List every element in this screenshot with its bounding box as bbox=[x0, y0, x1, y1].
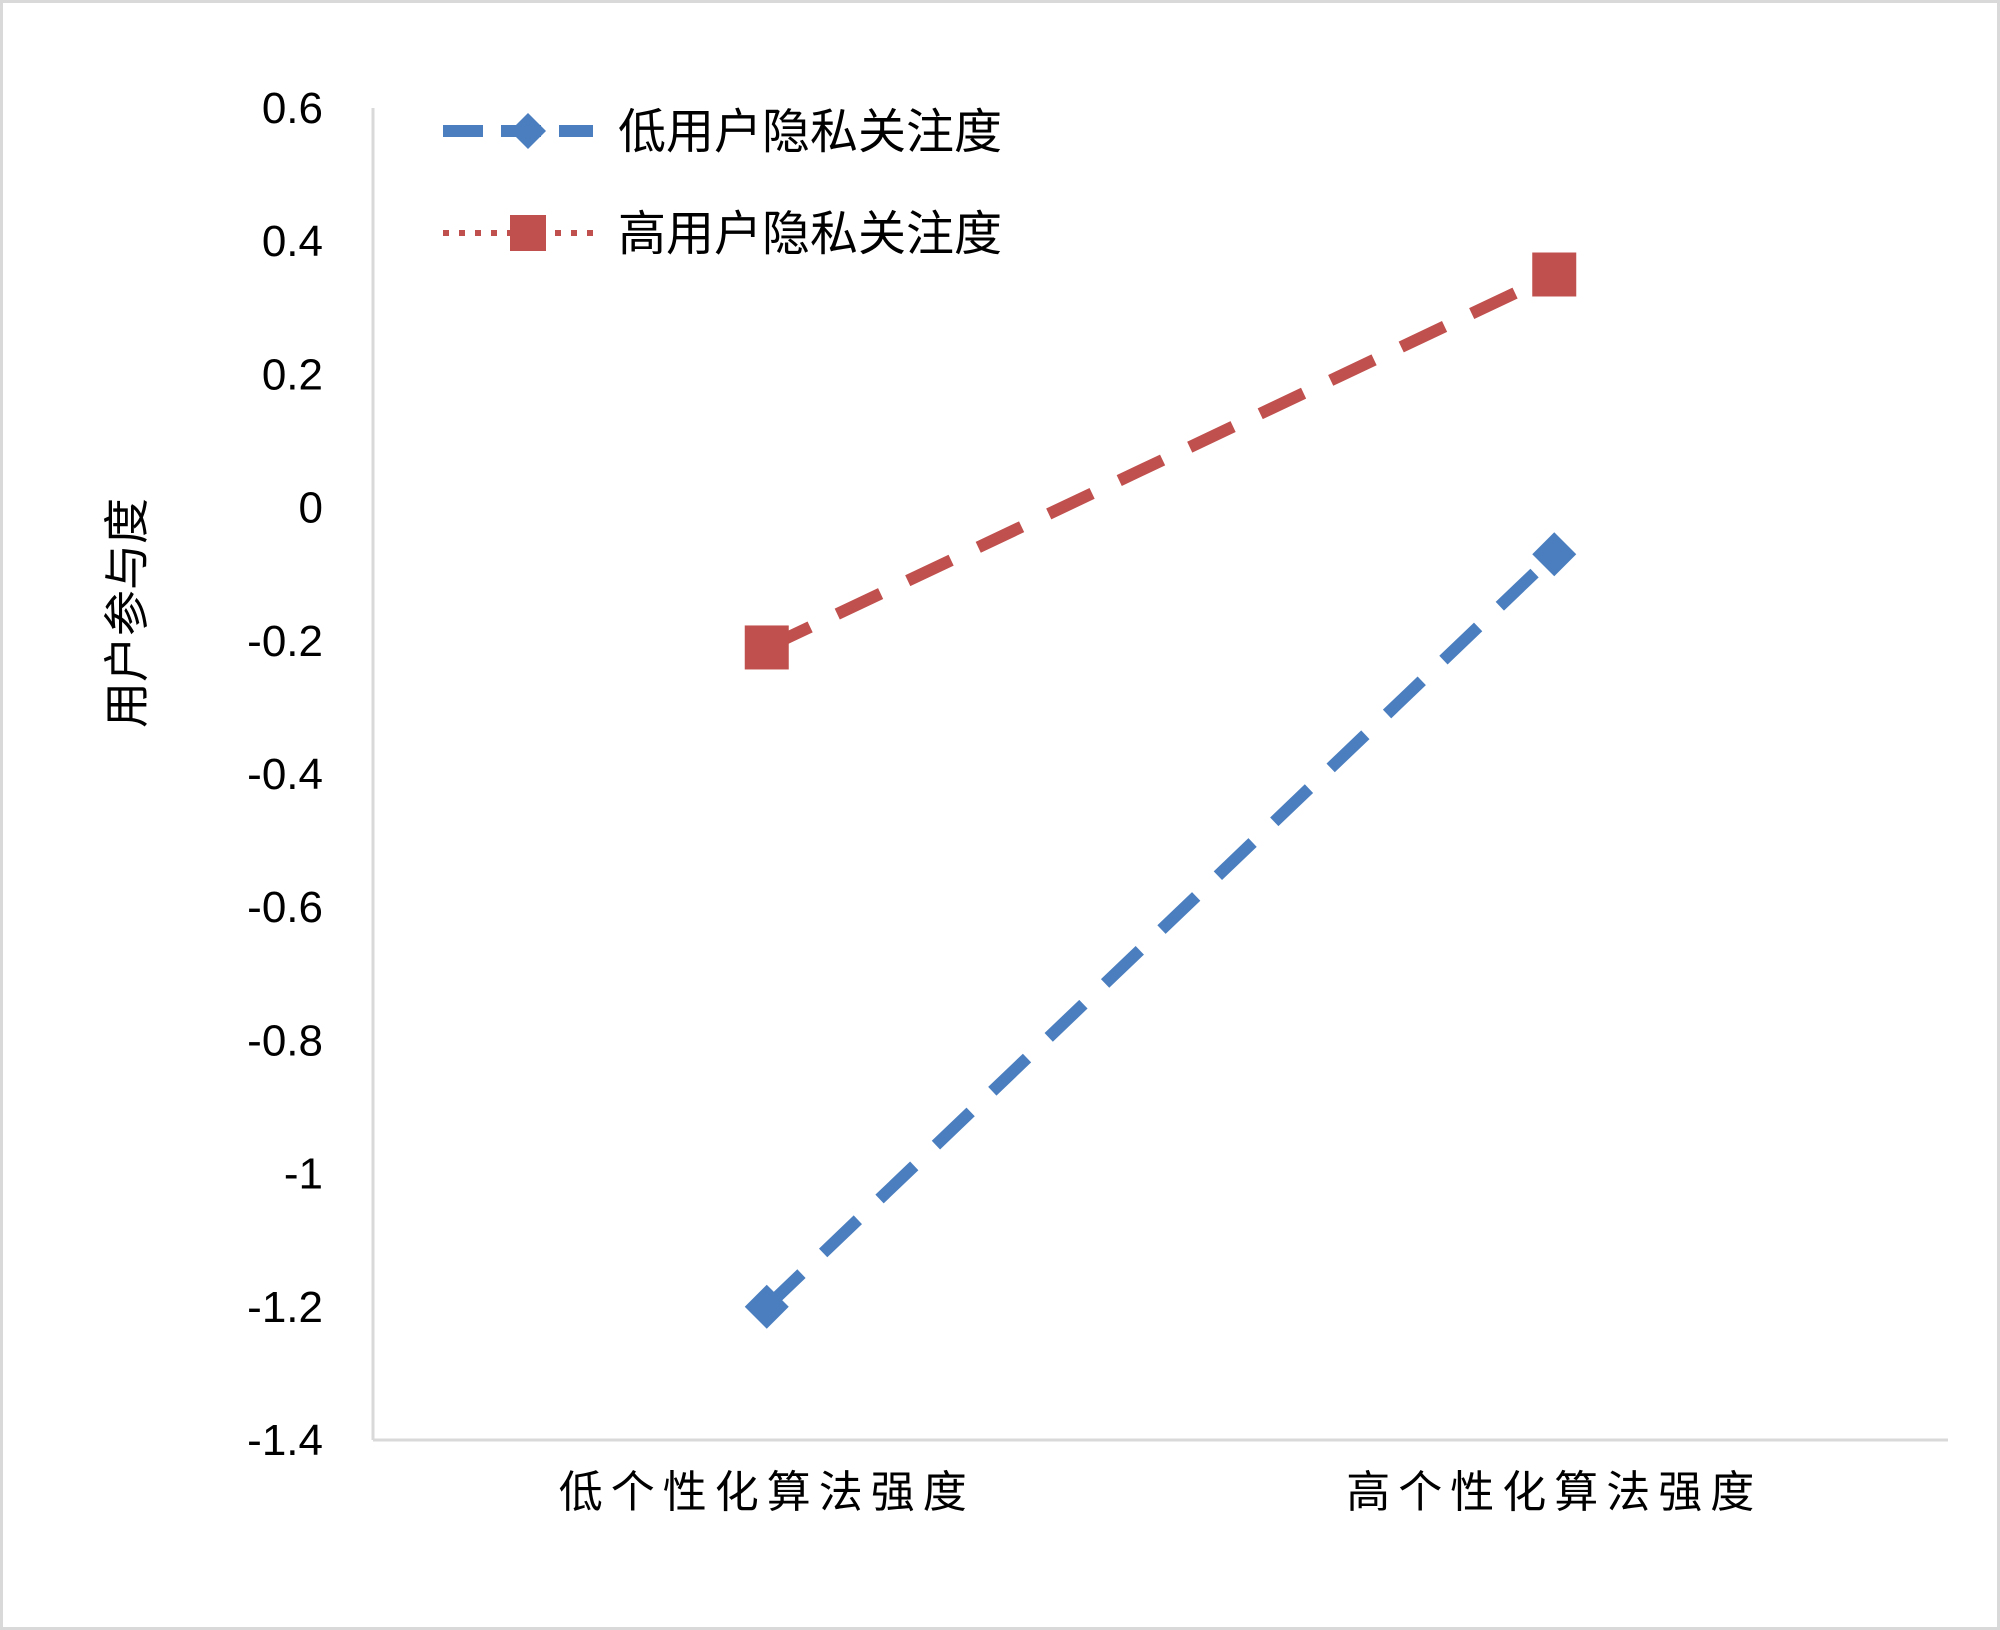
x-category-label: 低个性化算法强度 bbox=[559, 1467, 975, 1518]
diamond-marker bbox=[1532, 532, 1577, 577]
y-axis-ticks: 0.6 0.4 0.2 0 -0.2 -0.4 -0.6 -0.8 -1 -1.2 -1.4 bbox=[247, 84, 323, 1465]
y-tick-label: -1.2 bbox=[247, 1283, 323, 1332]
x-category-label: 高个性化算法强度 bbox=[1346, 1467, 1762, 1518]
series-group-item bbox=[744, 532, 1577, 1329]
y-tick-label: 0.6 bbox=[262, 84, 323, 133]
axes bbox=[371, 108, 1948, 1442]
y-tick-label: -1.4 bbox=[247, 1416, 323, 1465]
y-tick-label: 0.2 bbox=[262, 350, 323, 399]
square-marker bbox=[510, 215, 546, 251]
y-tick-label: -0.2 bbox=[247, 617, 323, 666]
legend-label: 低用户隐私关注度 bbox=[618, 104, 1002, 160]
diamond-marker bbox=[744, 1284, 789, 1329]
y-tick-label: 0.4 bbox=[262, 217, 323, 266]
y-tick-label: -1 bbox=[284, 1150, 323, 1199]
y-tick-label: -0.4 bbox=[247, 750, 323, 799]
y-axis-title: 用户参与度 bbox=[100, 498, 154, 728]
series-line bbox=[762, 549, 1559, 1312]
square-marker bbox=[1532, 252, 1577, 297]
series-line bbox=[764, 269, 1557, 653]
legend-item: 低用户隐私关注度 bbox=[443, 104, 1002, 160]
y-tick-label: -0.8 bbox=[247, 1016, 323, 1065]
line-chart: 0.6 0.4 0.2 0 -0.2 -0.4 -0.6 -0.8 -1 -1.2 -1.4 低个性… bbox=[100, 84, 1948, 1518]
series-group bbox=[744, 252, 1577, 1329]
legend-item: 高用户隐私关注度 bbox=[443, 206, 1002, 262]
y-tick-label: -0.6 bbox=[247, 883, 323, 932]
x-axis-categories: 低个性化算法强度 高个性化算法强度 bbox=[559, 1467, 1762, 1518]
y-tick-label: 0 bbox=[299, 484, 323, 533]
square-marker bbox=[744, 625, 789, 670]
series-group-item bbox=[744, 252, 1577, 670]
legend-label: 高用户隐私关注度 bbox=[618, 206, 1002, 262]
diamond-marker bbox=[510, 113, 546, 149]
